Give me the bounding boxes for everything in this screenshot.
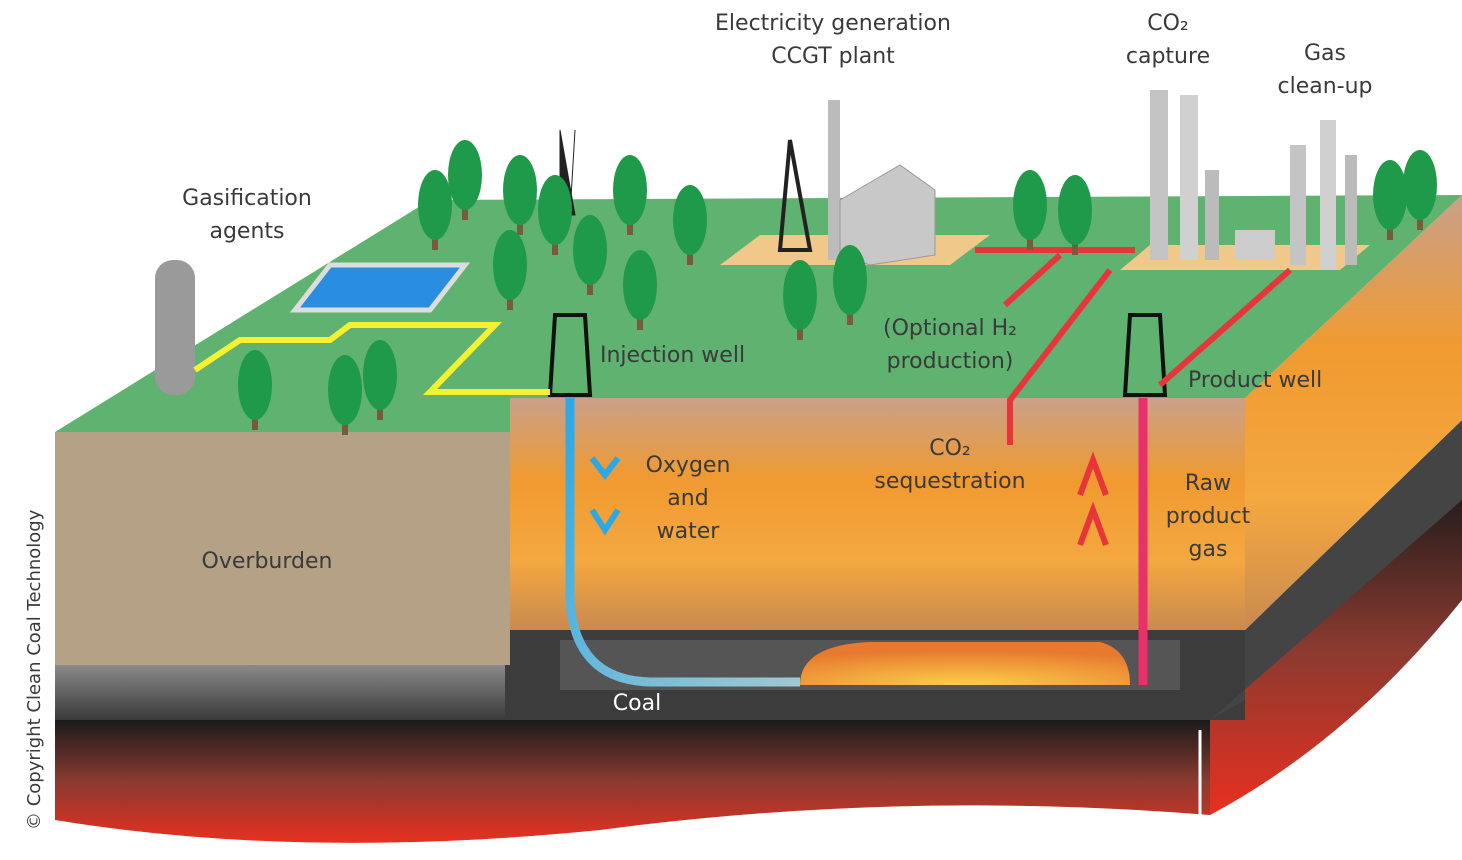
tree (328, 355, 362, 425)
label: water (657, 519, 721, 544)
tree (503, 155, 537, 225)
tree (613, 155, 647, 225)
copyright: © Copyright Clean Coal Technology (24, 509, 45, 830)
block (55, 195, 1462, 843)
tree-trunk (1027, 235, 1033, 250)
label: production) (887, 349, 1014, 374)
tree-trunk (507, 295, 513, 310)
tree (673, 185, 707, 255)
label: Raw (1185, 471, 1231, 496)
label: Gas (1304, 41, 1346, 66)
label: and (667, 486, 708, 511)
tree-trunk (1072, 240, 1078, 255)
label: CO₂ (1147, 11, 1189, 36)
label: agents (209, 219, 284, 244)
tree-trunk (797, 325, 803, 340)
label: Gasification (182, 186, 312, 211)
tree (418, 170, 452, 240)
label: Injection well (600, 343, 745, 368)
tree (238, 350, 272, 420)
tree (363, 340, 397, 410)
tree (1403, 150, 1437, 220)
tree-trunk (342, 420, 348, 435)
tree-trunk (587, 280, 593, 295)
tree (573, 215, 607, 285)
tree-trunk (517, 220, 523, 235)
label: Overburden (202, 549, 333, 574)
label: capture (1126, 44, 1210, 69)
tree (538, 175, 572, 245)
label: Oxygen (646, 453, 731, 478)
label: CCGT plant (771, 44, 895, 69)
tree (1013, 170, 1047, 240)
tree-trunk (432, 235, 438, 250)
label: CO₂ (929, 436, 971, 461)
label: Coal (613, 691, 661, 716)
tree (493, 230, 527, 300)
label: clean-up (1277, 74, 1372, 99)
tree (623, 250, 657, 320)
tree-trunk (1387, 225, 1393, 240)
tree-trunk (637, 315, 643, 330)
tree-trunk (847, 310, 853, 325)
label: gas (1189, 537, 1228, 562)
tree-trunk (1417, 215, 1423, 230)
label: sequestration (874, 469, 1025, 494)
tree-trunk (627, 220, 633, 235)
tree (448, 140, 482, 210)
tree-trunk (687, 250, 693, 265)
label: Product well (1188, 368, 1322, 393)
tree-trunk (377, 405, 383, 420)
tree-trunk (462, 205, 468, 220)
labels: Electricity generation CCGT plant CO₂ captu… (182, 11, 1372, 716)
label: product (1166, 504, 1251, 529)
tree-trunk (252, 415, 258, 430)
tree (833, 245, 867, 315)
pipes (193, 247, 1292, 687)
trees (238, 140, 1437, 435)
tree (1058, 175, 1092, 245)
tree-trunk (552, 240, 558, 255)
tree (783, 260, 817, 330)
label: Electricity generation (715, 11, 951, 36)
tree (1373, 160, 1407, 230)
label: (Optional H₂ (883, 316, 1017, 341)
